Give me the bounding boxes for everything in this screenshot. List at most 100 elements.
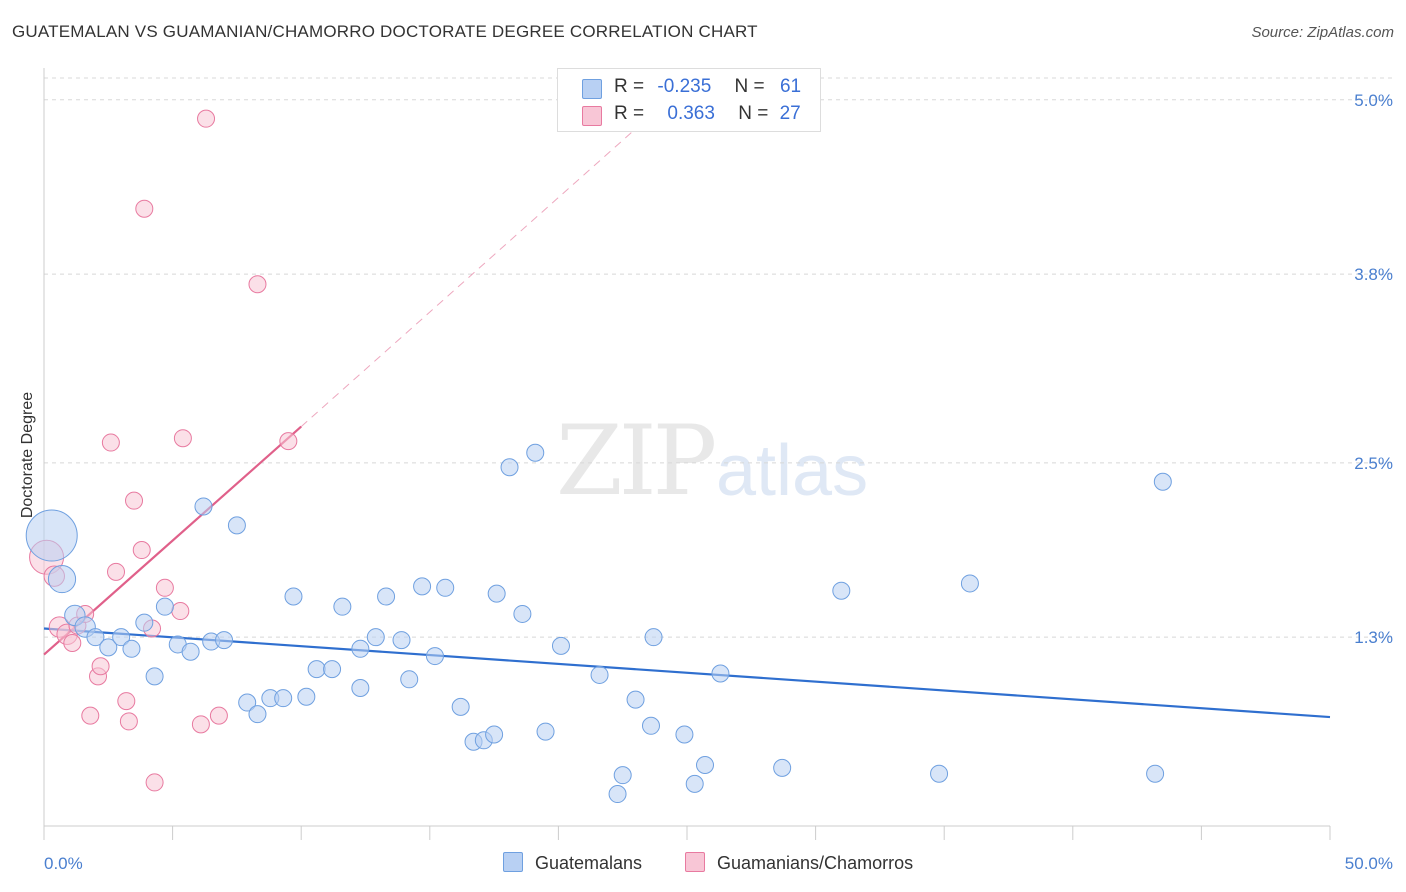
data-point-guamanians	[191, 715, 210, 734]
data-point-guamanians	[197, 109, 216, 128]
data-point-guatemalans	[122, 639, 141, 658]
data-point-guamanians	[209, 706, 228, 725]
data-point-guatemalans	[436, 578, 455, 597]
data-point-guatemalans	[608, 785, 627, 804]
bottom-legend-swatch-blue	[503, 852, 523, 872]
data-point-guamanians	[117, 692, 136, 711]
data-point-guatemalans	[112, 628, 131, 647]
data-point-guatemalans	[297, 687, 316, 706]
data-point-guatemalans	[47, 564, 77, 594]
y-tick-label: 3.8%	[1354, 265, 1393, 284]
legend-r-label-1: R =	[614, 76, 645, 97]
data-point-guatemalans	[323, 660, 342, 679]
trend-lines	[43, 128, 1331, 719]
correlation-legend: R = -0.235 N = 61 R = 0.363 N = 27	[557, 68, 821, 132]
legend-text-2: R = 0.363 N = 27	[614, 103, 801, 125]
data-point-guamanians	[171, 602, 190, 621]
data-point-guamanians	[119, 712, 138, 731]
data-point-guatemalans	[641, 716, 660, 735]
data-point-guatemalans	[377, 587, 396, 606]
data-point-guatemalans	[351, 679, 370, 698]
data-point-guatemalans	[696, 755, 715, 774]
axes	[43, 68, 1331, 840]
data-point-guatemalans	[135, 613, 154, 632]
data-point-guatemalans	[25, 509, 78, 562]
data-point-guatemalans	[400, 670, 419, 689]
legend-r-label-2: R =	[614, 103, 645, 124]
data-point-guatemalans	[832, 581, 851, 600]
legend-n-value-2: 27	[779, 103, 801, 124]
data-point-guamanians	[248, 275, 267, 294]
tick-labels: 1.3% 2.5% 3.8% 5.0% 0.0% 50.0%	[44, 91, 1393, 873]
data-point-guatemalans	[194, 497, 213, 516]
legend-r-value-1: -0.235	[657, 76, 712, 97]
legend-r-value-2: 0.363	[667, 103, 715, 124]
data-point-guatemalans	[1146, 764, 1165, 783]
watermark-zip: ZIP	[556, 405, 717, 517]
data-point-guatemalans	[500, 458, 519, 477]
legend-n-value-1: 61	[779, 76, 802, 97]
data-point-guatemalans	[413, 577, 432, 596]
data-point-guatemalans	[451, 697, 470, 716]
data-point-guatemalans	[215, 631, 234, 650]
data-point-guamanians	[107, 562, 126, 581]
data-point-guatemalans	[86, 628, 105, 647]
data-point-guatemalans	[425, 647, 444, 666]
data-point-guatemalans	[238, 693, 257, 712]
grid-lines	[44, 77, 1392, 638]
data-point-guatemalans	[613, 766, 632, 785]
data-point-guatemalans	[536, 722, 555, 741]
legend-swatch-pink	[582, 106, 602, 126]
data-point-guatemalans	[485, 725, 504, 744]
data-point-guatemalans	[284, 587, 303, 606]
legend-text-1: R = -0.235 N = 61	[614, 76, 801, 98]
data-point-guatemalans	[155, 597, 174, 616]
data-point-guatemalans	[526, 443, 545, 462]
bottom-legend-guatemalans: Guatemalans	[503, 852, 642, 874]
data-point-guatemalans	[99, 638, 118, 657]
data-point-guamanians	[173, 429, 192, 448]
data-point-guamanians	[81, 706, 100, 725]
legend-n-label-2: N =	[738, 103, 769, 124]
data-point-guatemalans	[960, 574, 979, 593]
trend-line-guatemalans	[43, 627, 1331, 719]
legend-n-label-1: N =	[734, 76, 765, 97]
data-point-guamanians	[132, 541, 151, 560]
data-point-guatemalans	[675, 725, 694, 744]
x-tick-label-end: 50.0%	[1345, 854, 1393, 873]
y-tick-label: 5.0%	[1354, 91, 1393, 110]
data-point-guatemalans	[773, 758, 792, 777]
data-point-guatemalans	[333, 597, 352, 616]
data-point-guatemalans	[351, 639, 370, 658]
data-point-guamanians	[101, 433, 120, 452]
bottom-legend-guamanians: Guamanians/Chamorros	[685, 852, 913, 874]
data-point-guatemalans	[307, 660, 326, 679]
legend-swatch-blue	[582, 79, 602, 99]
series-guatemalans-points	[25, 443, 1172, 804]
data-point-guatemalans	[685, 774, 704, 793]
data-point-guatemalans	[513, 604, 532, 623]
data-point-guatemalans	[1153, 472, 1172, 491]
data-point-guamanians	[145, 773, 164, 792]
source-label: Source: ZipAtlas.com	[1251, 24, 1394, 41]
data-point-guatemalans	[930, 764, 949, 783]
data-point-guatemalans	[392, 631, 411, 650]
data-point-guatemalans	[626, 690, 645, 709]
x-tick-label-start: 0.0%	[44, 854, 83, 873]
data-point-guatemalans	[551, 636, 570, 655]
data-point-guatemalans	[248, 705, 267, 724]
data-point-guatemalans	[181, 642, 200, 661]
y-tick-label: 1.3%	[1354, 628, 1393, 647]
data-point-guatemalans	[711, 664, 730, 683]
data-point-guatemalans	[590, 665, 609, 684]
y-tick-label: 2.5%	[1354, 454, 1393, 473]
data-point-guamanians	[279, 432, 298, 451]
data-point-guamanians	[91, 657, 110, 676]
data-point-guatemalans	[227, 516, 246, 535]
bottom-legend-label-2: Guamanians/Chamorros	[717, 853, 914, 873]
data-point-guatemalans	[487, 584, 506, 603]
data-point-guatemalans	[274, 689, 293, 708]
data-point-guatemalans	[366, 628, 385, 647]
data-point-guamanians	[135, 199, 154, 218]
